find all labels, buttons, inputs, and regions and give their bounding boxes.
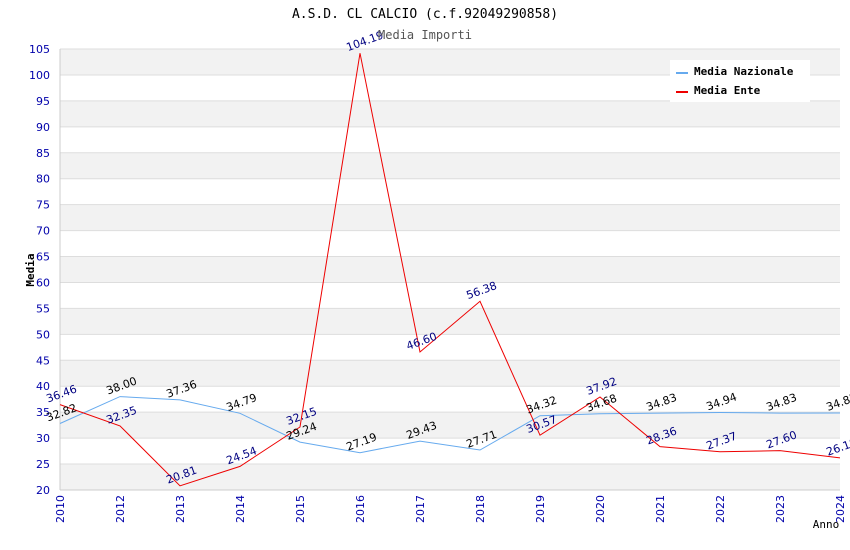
x-tick-label: 2018 — [474, 495, 487, 523]
y-tick-label: 80 — [36, 173, 50, 186]
x-tick-label: 2023 — [774, 495, 787, 523]
grid-band — [60, 386, 840, 413]
x-tick-label: 2017 — [414, 495, 427, 523]
grid-band — [60, 178, 840, 205]
grid-band — [60, 464, 840, 490]
y-tick-label: 40 — [36, 380, 50, 393]
y-tick-label: 50 — [36, 328, 50, 341]
x-tick-label: 2010 — [54, 495, 67, 523]
grid-band — [60, 152, 840, 179]
x-tick-label: 2024 — [834, 495, 847, 523]
grid-band — [60, 126, 840, 153]
x-axis-label: Anno — [813, 518, 840, 531]
y-tick-label: 35 — [36, 406, 50, 419]
y-tick-label: 55 — [36, 302, 50, 315]
legend: Media Nazionale Media Ente — [670, 60, 810, 102]
legend-box — [670, 60, 810, 102]
grid-band — [60, 282, 840, 309]
x-tick-label: 2020 — [594, 495, 607, 523]
grid-band — [60, 204, 840, 231]
x-tick-label: 2013 — [174, 495, 187, 523]
y-tick-label: 85 — [36, 147, 50, 160]
y-tick-label: 105 — [29, 43, 50, 56]
grid-band — [60, 360, 840, 387]
y-tick-label: 20 — [36, 484, 50, 497]
grid-band — [60, 256, 840, 283]
grid-band — [60, 308, 840, 335]
y-tick-label: 60 — [36, 276, 50, 289]
grid-band — [60, 334, 840, 361]
y-tick-label: 25 — [36, 458, 50, 471]
x-tick-label: 2022 — [714, 495, 727, 523]
legend-label-media-ente: Media Ente — [694, 84, 761, 97]
x-tick-label: 2012 — [114, 495, 127, 523]
x-tick-label: 2014 — [234, 495, 247, 523]
chart-subtitle: Media Importi — [378, 28, 472, 42]
grid-band — [60, 230, 840, 257]
x-tick-label: 2015 — [294, 495, 307, 523]
y-tick-label: 65 — [36, 251, 50, 264]
legend-label-media-nazionale: Media Nazionale — [694, 65, 794, 78]
x-tick-label: 2016 — [354, 495, 367, 523]
grid-band — [60, 100, 840, 127]
y-tick-label: 100 — [29, 69, 50, 82]
series-line-media-nazionale — [59, 396, 841, 454]
y-tick-label: 30 — [36, 432, 50, 445]
y-tick-label: 95 — [36, 95, 50, 108]
y-tick-label: 75 — [36, 199, 50, 212]
y-tick-label: 90 — [36, 121, 50, 134]
chart-title: A.S.D. CL CALCIO (c.f.92049290858) — [292, 7, 558, 22]
y-tick-label: 45 — [36, 354, 50, 367]
series-line-media-ente — [59, 53, 841, 487]
y-tick-label: 70 — [36, 225, 50, 238]
x-tick-label: 2021 — [654, 495, 667, 523]
x-tick-label: 2019 — [534, 495, 547, 523]
y-axis-label: Media — [24, 253, 37, 286]
grid-band — [60, 412, 840, 439]
